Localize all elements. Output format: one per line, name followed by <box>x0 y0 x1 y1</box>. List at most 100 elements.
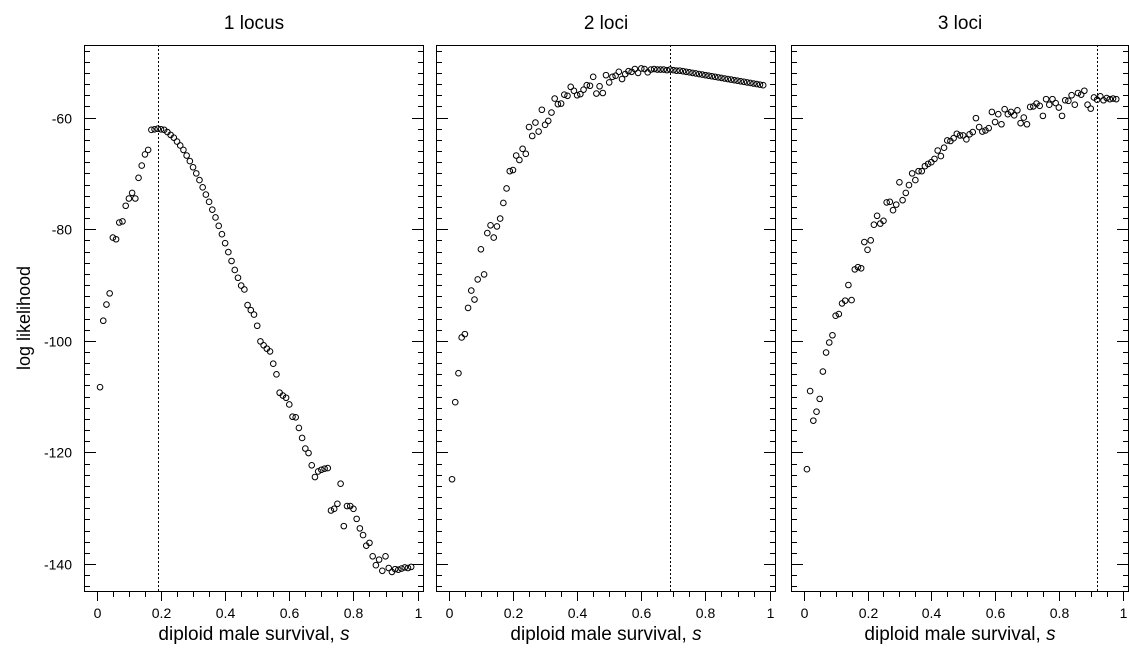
data-point <box>289 413 296 421</box>
data-point <box>401 564 409 571</box>
data-point <box>295 424 303 432</box>
data-point <box>822 349 830 356</box>
data-point <box>356 525 364 532</box>
data-point <box>841 297 849 304</box>
data-point <box>892 201 900 208</box>
x-tick-label: 0.2 <box>152 605 172 621</box>
data-point <box>464 304 472 312</box>
data-point <box>692 70 700 77</box>
x-tick-label: 0.2 <box>859 605 879 621</box>
data-point <box>695 70 703 78</box>
x-axis-label-variable: s <box>692 624 702 645</box>
x-tick-label: 0.4 <box>216 605 236 621</box>
data-point <box>848 296 855 304</box>
data-point <box>192 170 200 177</box>
data-point <box>250 311 258 318</box>
data-point <box>96 383 104 391</box>
data-point <box>570 87 578 95</box>
data-point <box>924 160 932 168</box>
data-point <box>806 387 814 395</box>
data-point <box>327 507 335 514</box>
data-point <box>525 123 533 131</box>
data-point <box>382 552 389 560</box>
plot-frame <box>84 45 424 592</box>
data-point <box>490 234 498 241</box>
data-point <box>1023 120 1031 128</box>
data-point <box>173 138 181 145</box>
data-point <box>244 301 251 309</box>
data-point <box>474 276 481 283</box>
data-point <box>135 174 142 182</box>
data-point <box>711 73 719 81</box>
data-point <box>247 306 255 314</box>
data-point <box>557 100 565 107</box>
data-point <box>905 181 913 189</box>
data-point <box>657 66 664 73</box>
data-point <box>803 465 811 473</box>
data-point <box>1106 95 1114 103</box>
data-point <box>625 67 632 75</box>
x-axis-label-text: diploid male survival, <box>158 624 340 645</box>
data-point <box>747 79 754 87</box>
data-point <box>302 445 309 452</box>
data-point <box>854 263 862 271</box>
x-tick-label: 0.4 <box>922 605 942 621</box>
panel-title: 2 loci <box>584 13 628 34</box>
x-tick-label: 0 <box>446 605 454 621</box>
x-tick-label: 0.8 <box>344 605 364 621</box>
data-point <box>461 330 469 338</box>
data-point <box>918 167 926 175</box>
data-point <box>1068 91 1075 99</box>
data-point <box>867 237 875 244</box>
data-point <box>477 245 485 253</box>
data-point <box>480 271 488 278</box>
x-tick-label: 0.6 <box>280 605 300 621</box>
data-point <box>889 206 897 214</box>
y-tick-label: -60 <box>52 111 72 127</box>
data-point <box>228 257 235 265</box>
data-point <box>125 195 133 202</box>
data-point <box>144 146 152 154</box>
x-tick-label: 0.2 <box>504 605 524 621</box>
data-point <box>398 565 405 572</box>
data-point <box>292 413 299 421</box>
y-tick-label: -100 <box>44 334 72 350</box>
data-point <box>825 339 833 346</box>
data-point <box>896 179 903 186</box>
data-point <box>257 338 264 345</box>
data-point <box>551 95 558 102</box>
data-point <box>950 134 957 142</box>
x-tick-label: 0.6 <box>632 605 652 621</box>
data-point <box>969 128 977 136</box>
data-point <box>705 72 712 79</box>
data-point <box>937 152 945 160</box>
y-tick-label: -140 <box>44 557 72 573</box>
data-point <box>205 198 213 206</box>
data-point <box>366 539 373 547</box>
data-point <box>451 398 459 406</box>
data-point <box>702 71 709 79</box>
data-point <box>737 77 745 85</box>
data-point <box>321 465 328 472</box>
data-point <box>189 163 197 171</box>
data-point <box>1042 95 1050 103</box>
data-point <box>577 90 584 98</box>
data-point <box>1020 114 1028 121</box>
data-point <box>212 214 219 221</box>
data-point <box>359 531 367 539</box>
data-point <box>1109 95 1117 102</box>
data-point <box>350 505 357 513</box>
data-point <box>650 65 658 73</box>
data-point <box>1065 97 1072 105</box>
data-point <box>375 556 383 563</box>
y-axis-label: log likelihood <box>14 266 34 370</box>
y-tick-label: -120 <box>44 445 72 461</box>
data-point <box>1058 112 1066 120</box>
data-point <box>660 66 668 73</box>
data-point <box>467 287 475 294</box>
data-point <box>353 515 360 523</box>
data-point <box>455 369 462 377</box>
data-point <box>1074 89 1082 97</box>
data-point <box>298 434 306 442</box>
data-point <box>404 564 412 572</box>
